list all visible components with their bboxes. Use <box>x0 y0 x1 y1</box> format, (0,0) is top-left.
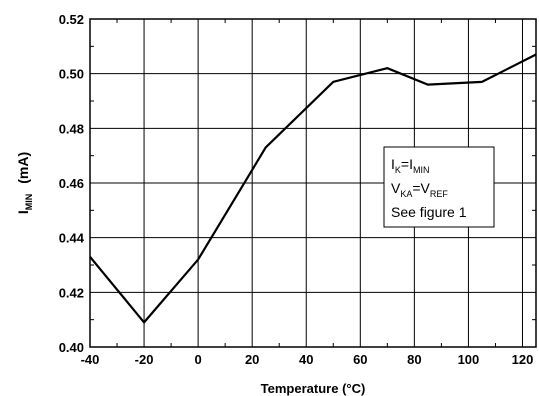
y-tick-labels: 0.40 0.42 0.44 0.46 0.48 0.50 0.52 <box>59 12 85 355</box>
x-tick-label: 60 <box>353 352 367 367</box>
y-tick-label: 0.48 <box>59 121 84 136</box>
y-axis-title: IMIN (mA) <box>15 152 34 214</box>
x-tick-label: 100 <box>458 352 480 367</box>
annotation-line-2: VKA=VREF <box>391 180 448 199</box>
x-axis-title: Temperature (°C) <box>261 381 366 396</box>
annotation-frame <box>383 146 495 228</box>
y-tick-label: 0.40 <box>59 340 84 355</box>
annot-1-b-sub: MIN <box>413 165 430 175</box>
y-tick-label: 0.42 <box>59 285 84 300</box>
x-tick-label: 120 <box>512 352 534 367</box>
minor-ticks <box>90 19 536 347</box>
series-line <box>89 53 537 325</box>
y-axis-title-main: I <box>15 210 31 214</box>
annot-2-eq: =V <box>412 180 430 196</box>
annotation-line-1: IK=IMIN <box>391 156 429 175</box>
x-tick-labels: -40 -20 0 20 40 60 80 100 120 <box>81 352 534 367</box>
series <box>89 53 537 325</box>
annot-1-a-sub: K <box>395 165 401 175</box>
y-tick-label: 0.50 <box>59 67 84 82</box>
y-axis-title-sub: MIN <box>24 194 34 211</box>
x-tick-label: -40 <box>81 352 100 367</box>
y-axis-title-unit: (mA) <box>15 152 31 184</box>
plot-frame <box>89 18 537 348</box>
annot-1-eq: =I <box>401 156 413 172</box>
y-tick-label: 0.46 <box>59 176 84 191</box>
x-tick-label: 20 <box>245 352 259 367</box>
annotation-box: IK=IMIN VKA=VREF See figure 1 <box>383 146 495 228</box>
annot-2-b-sub: REF <box>430 189 449 199</box>
y-tick-label: 0.44 <box>59 231 85 246</box>
x-tick-label: 40 <box>299 352 313 367</box>
x-tick-label: 0 <box>195 352 202 367</box>
x-tick-label: 80 <box>407 352 421 367</box>
annot-2-a-sub: KA <box>400 189 412 199</box>
annotation-line-3: See figure 1 <box>391 204 467 220</box>
annot-1-a: I <box>391 156 395 172</box>
y-tick-label: 0.52 <box>59 12 84 27</box>
x-tick-label: -20 <box>135 352 154 367</box>
annot-2-a: V <box>391 180 401 196</box>
